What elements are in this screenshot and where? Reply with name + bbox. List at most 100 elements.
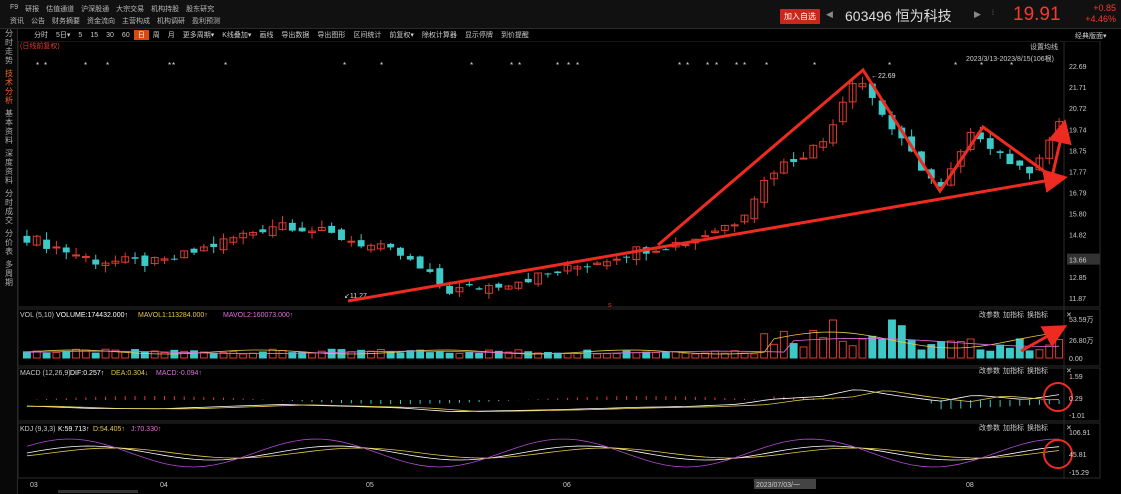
menu-item[interactable]: 研报 [25, 6, 40, 13]
volume-bar [22, 351, 31, 359]
toolbar-item[interactable]: 周 [152, 32, 160, 39]
candle-body-up [72, 254, 81, 257]
event-marker: * [343, 61, 346, 70]
toolbar-item[interactable]: K线叠加▾ [222, 32, 252, 39]
kdj-panel-button[interactable]: 加指标 [1003, 423, 1024, 432]
close-icon[interactable]: ✕ [1066, 425, 1072, 432]
macd-panel-button[interactable]: 加指标 [1003, 366, 1024, 375]
close-icon[interactable]: ✕ [1066, 368, 1072, 375]
chart-area[interactable]: * * * * * * * * * * * * * * * * * * * * * * * * * * *(日线前复权) 设置均线20… [18, 41, 1121, 494]
close-icon[interactable]: ✕ [1066, 312, 1072, 319]
menu-item[interactable]: 沪深股通 [81, 6, 110, 13]
sidebar-item[interactable]: 多周期 [5, 260, 13, 287]
menu-item[interactable]: 公告 [31, 18, 45, 25]
ma-settings-button[interactable]: 设置均线 [1030, 42, 1058, 51]
scrollbar[interactable] [58, 490, 138, 493]
menu-item[interactable]: 大宗交易 [116, 6, 145, 13]
candle-body-down [338, 229, 345, 241]
kdj-panel-button[interactable]: 改参数 [979, 423, 1000, 432]
toolbar-item[interactable]: 5 [78, 31, 83, 39]
toolbar-item[interactable]: 60 [121, 31, 130, 39]
price-axis-tick: 18.75 [1069, 148, 1087, 155]
menu-item[interactable]: 股东研究 [186, 6, 215, 13]
event-marker: * [888, 61, 891, 70]
vol-panel-button[interactable]: 加指标 [1003, 310, 1024, 319]
menu-item[interactable]: 资讯 [10, 18, 24, 25]
add-watchlist-button[interactable]: 加入自选 [780, 9, 820, 24]
kdj-title: KDJ (9,3,3) [20, 426, 55, 433]
vol-panel-button[interactable]: 改参数 [979, 310, 1000, 319]
volume-bar [691, 353, 700, 359]
volume-bar [652, 351, 660, 359]
toolbar-item[interactable]: 导出图形 [317, 32, 346, 39]
menu-item[interactable]: 估值通道 [46, 6, 75, 13]
sidebar-item[interactable]: 分价表 [5, 229, 13, 256]
candle-body-down [583, 266, 591, 268]
volume-bar [770, 343, 778, 359]
volume-bar [91, 352, 100, 359]
menu-item[interactable]: 资金流向 [87, 18, 115, 25]
volume-bar [416, 349, 425, 359]
volume-bar [711, 350, 719, 359]
next-stock-icon[interactable]: ▶ [974, 9, 981, 19]
event-marker: * [168, 61, 171, 70]
vol-axis-tick: 53.59万 [1069, 316, 1094, 324]
toolbar-item[interactable]: 区间统计 [353, 32, 382, 39]
toolbar-item[interactable]: 除权计算器 [421, 32, 457, 39]
candle-body-down [1006, 153, 1014, 165]
date-cursor-box [754, 479, 816, 489]
candle-body-up [150, 257, 159, 265]
layout-select[interactable]: 经典版面▾ [1075, 33, 1107, 40]
toolbar-item[interactable]: 显示停牌 [464, 32, 493, 39]
price-axis-tick: 11.87 [1069, 296, 1086, 303]
vol-panel-button[interactable]: 换指标 [1027, 310, 1048, 319]
menu-item[interactable]: F9 [10, 4, 19, 11]
volume-bar [484, 349, 493, 359]
candle-body-up [504, 285, 513, 290]
volume-bar [602, 353, 611, 359]
menu-item[interactable]: 机构持股 [151, 6, 180, 13]
volume-bar [1005, 347, 1014, 359]
volume-bar [661, 351, 670, 359]
sidebar-item[interactable]: 分时成交 [5, 189, 13, 225]
event-marker: * [36, 61, 39, 70]
toolbar-item[interactable]: 15 [90, 31, 99, 39]
sidebar-item[interactable]: 技术分析 [5, 69, 13, 105]
volume-bar [494, 350, 503, 359]
toolbar-item[interactable]: 月 [167, 32, 175, 39]
macd-panel-button[interactable]: 换指标 [1027, 366, 1048, 375]
volume-bar [209, 352, 218, 359]
event-marker: * [106, 61, 109, 70]
volume-bar [1045, 344, 1054, 359]
toolbar-item[interactable]: 到价提醒 [500, 32, 529, 39]
menu-item[interactable]: 机构调研 [157, 18, 185, 25]
candle-body-up [81, 256, 90, 259]
volume-bar [386, 351, 395, 359]
candle-body-up [101, 262, 110, 266]
toolbar-item[interactable]: 分时 [34, 32, 48, 39]
dif-value: DIF:0.257↑ [70, 370, 104, 377]
sidebar-item[interactable]: 分时走势 [5, 29, 13, 65]
toolbar-item[interactable]: 30 [106, 31, 114, 39]
sidebar-item[interactable]: 深度资料 [5, 149, 13, 185]
kdj-axis-tick: -15.29 [1069, 470, 1089, 477]
kdj-panel-button[interactable]: 换指标 [1027, 423, 1048, 432]
candle-body-up [838, 101, 847, 123]
toolbar-item[interactable]: 前复权▾ [389, 32, 414, 39]
expand-icon[interactable]: ⁞ [992, 10, 994, 17]
toolbar-item[interactable]: 5日▾ [56, 32, 71, 39]
macd-panel-button[interactable]: 改参数 [979, 366, 1000, 375]
menu-item[interactable]: 财务摘要 [52, 18, 80, 25]
mavol1-value: MAVOL1:113284.000↑ [138, 312, 208, 319]
volume-bar [367, 350, 375, 359]
menu-item[interactable]: 盈利预测 [192, 18, 220, 25]
sidebar-item[interactable]: 基本资料 [5, 109, 13, 145]
adjust-note: (日线前复权) [20, 41, 60, 50]
toolbar-item[interactable]: 画线 [259, 32, 274, 39]
toolbar-item[interactable]: 日 [133, 30, 149, 40]
candle-body-down [554, 271, 562, 274]
prev-stock-icon[interactable]: ◀ [826, 9, 833, 19]
toolbar-item[interactable]: 导出数据 [281, 32, 310, 39]
menu-item[interactable]: 主营构成 [122, 18, 150, 25]
toolbar-item[interactable]: 更多周期▾ [182, 32, 215, 39]
